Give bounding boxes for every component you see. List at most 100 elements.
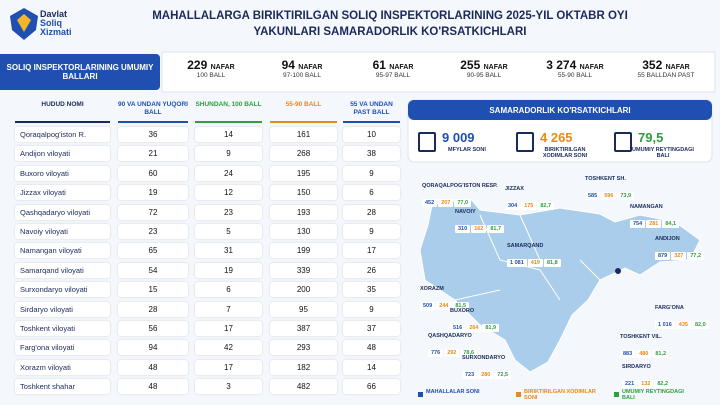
table-cell: 19: [118, 185, 188, 201]
region-value: 81,7: [487, 225, 505, 233]
table-header: 55-90 BALL: [285, 101, 322, 108]
panel-title: SAMARADORLIK KO'RSATKICHLARI: [408, 100, 712, 120]
table-cell: 31: [195, 243, 262, 259]
table-cell: 193: [270, 204, 337, 220]
summary-caption: 95-97 BALL: [375, 72, 411, 79]
region-name: Surxondaryo viloyati: [15, 282, 110, 298]
region-label: ANDIJON: [655, 236, 680, 242]
region-value: 175: [521, 202, 537, 210]
region-value: 304: [505, 202, 521, 210]
summary-value: 352 NAFAR: [623, 58, 709, 72]
table-cell: 293: [270, 340, 337, 356]
region-label: QORAQALPOG'ISTON RESP.: [422, 183, 498, 189]
stat-value: 4 265: [540, 130, 573, 145]
header-underline: [118, 121, 188, 123]
summary-value-number: 3 274: [546, 58, 577, 72]
region-values: 516 264 81,9: [450, 316, 500, 334]
table-header: HUDUD NOMI: [41, 101, 84, 108]
table-cell: 6: [343, 185, 400, 201]
summary-unit: NAFAR: [298, 64, 323, 71]
region-name: Jizzax viloyati: [15, 185, 110, 201]
region-name: Toshkent shahar: [15, 379, 110, 395]
region-label: XORAZM: [420, 286, 444, 292]
table-cell: 23: [118, 224, 188, 239]
table-cell: 60: [118, 165, 188, 181]
table-cell: 339: [270, 262, 337, 278]
table-header: 55 VA UNDAN PAST BALL: [350, 101, 393, 116]
region-value: 84,1: [662, 220, 680, 228]
region-value: 78,6: [460, 349, 478, 357]
table-cell: 26: [343, 262, 400, 278]
summary-value-number: 255: [460, 58, 481, 72]
logo-line: Davlat: [40, 9, 68, 19]
region-value: 1 016: [655, 321, 675, 329]
header-underline: [15, 121, 110, 123]
region-name: Buxoro viloyati: [15, 165, 110, 181]
table-cell: 24: [195, 165, 262, 181]
header-underline: [195, 121, 262, 123]
region-label: SIRDARYO: [622, 364, 651, 370]
region-label: FARG'ONA: [655, 305, 684, 311]
region-value: 207: [438, 199, 454, 207]
page-title: MAHALLALARGA BIRIKTIRILGAN SOLIQ INSPEKT…: [152, 10, 628, 38]
region-value: 72,5: [494, 371, 512, 379]
region-name: Andijon viloyati: [15, 146, 110, 162]
region-values: 1 081 419 81,8: [507, 251, 562, 269]
table-cell: 9: [343, 224, 400, 239]
table-cell: 48: [118, 379, 188, 395]
logo-line: Soliq: [40, 18, 62, 28]
summary-caption: 55-90 BALL: [557, 72, 593, 79]
region-name: Namangan viloyati: [15, 243, 110, 259]
region-label: TOSHKENT SH.: [585, 176, 626, 182]
summary-value-number: 61: [372, 58, 386, 72]
table-cell: 94: [118, 340, 188, 356]
table-cell: 65: [118, 243, 188, 259]
region-values: 879 327 77,2: [655, 244, 705, 262]
region-value: 879: [655, 252, 671, 260]
region-label: NAMANGAN: [630, 204, 663, 210]
region-value: 883: [620, 350, 636, 358]
region-values: 883 480 81,2: [620, 342, 670, 360]
logo-text: Davlat Soliq Xizmati: [40, 10, 72, 37]
region-label: SAMARQAND: [507, 243, 544, 249]
stat-value: 79,5: [638, 130, 664, 145]
region-value: 244: [436, 302, 452, 310]
table-cell: 21: [118, 146, 188, 162]
region-value: 776: [428, 349, 444, 357]
region-value: 77,2: [687, 252, 705, 260]
stat-icon: [516, 132, 534, 152]
header-underline: [343, 121, 400, 123]
region-name: Navoiy viloyati: [15, 224, 110, 239]
region-value: 280: [478, 371, 494, 379]
region-values: 452 207 77,0: [422, 191, 472, 209]
region-name: Toshkent viloyati: [15, 321, 110, 336]
table-cell: 9: [343, 165, 400, 181]
table-cell: 19: [195, 262, 262, 278]
summary-bar: [161, 51, 716, 93]
table-cell: 6: [195, 282, 262, 298]
region-value: 327: [671, 252, 687, 260]
region-value: 310: [455, 225, 471, 233]
region-name: Xorazm viloyati: [15, 359, 110, 375]
table-cell: 17: [343, 243, 400, 259]
summary-unit: NAFAR: [579, 64, 604, 71]
summary-item: 61 NAFAR 95-97 BALL: [350, 58, 436, 79]
table-cell: 14: [343, 359, 400, 375]
region-label: SURXONDARYO: [462, 355, 506, 361]
table-cell: 38: [343, 146, 400, 162]
legend-swatch: [418, 392, 423, 397]
table-cell: 7: [195, 301, 262, 317]
table-cell: 3: [195, 379, 262, 395]
stat-caption: UMUMIY REYTINGDAGI BALI: [632, 147, 694, 159]
table-cell: 482: [270, 379, 337, 395]
region-values: 509 244 81,5: [420, 294, 470, 312]
region-value: 81,8: [543, 259, 561, 267]
region-value: 81,2: [652, 350, 670, 358]
table-cell: 56: [118, 321, 188, 336]
table-cell: 23: [195, 204, 262, 220]
region-value: 723: [462, 371, 478, 379]
region-name: Farg'ona viloyati: [15, 340, 110, 356]
logo-emblem-inner: [17, 14, 31, 32]
table-cell: 9: [195, 146, 262, 162]
summary-value: 3 274 NAFAR: [532, 58, 618, 72]
